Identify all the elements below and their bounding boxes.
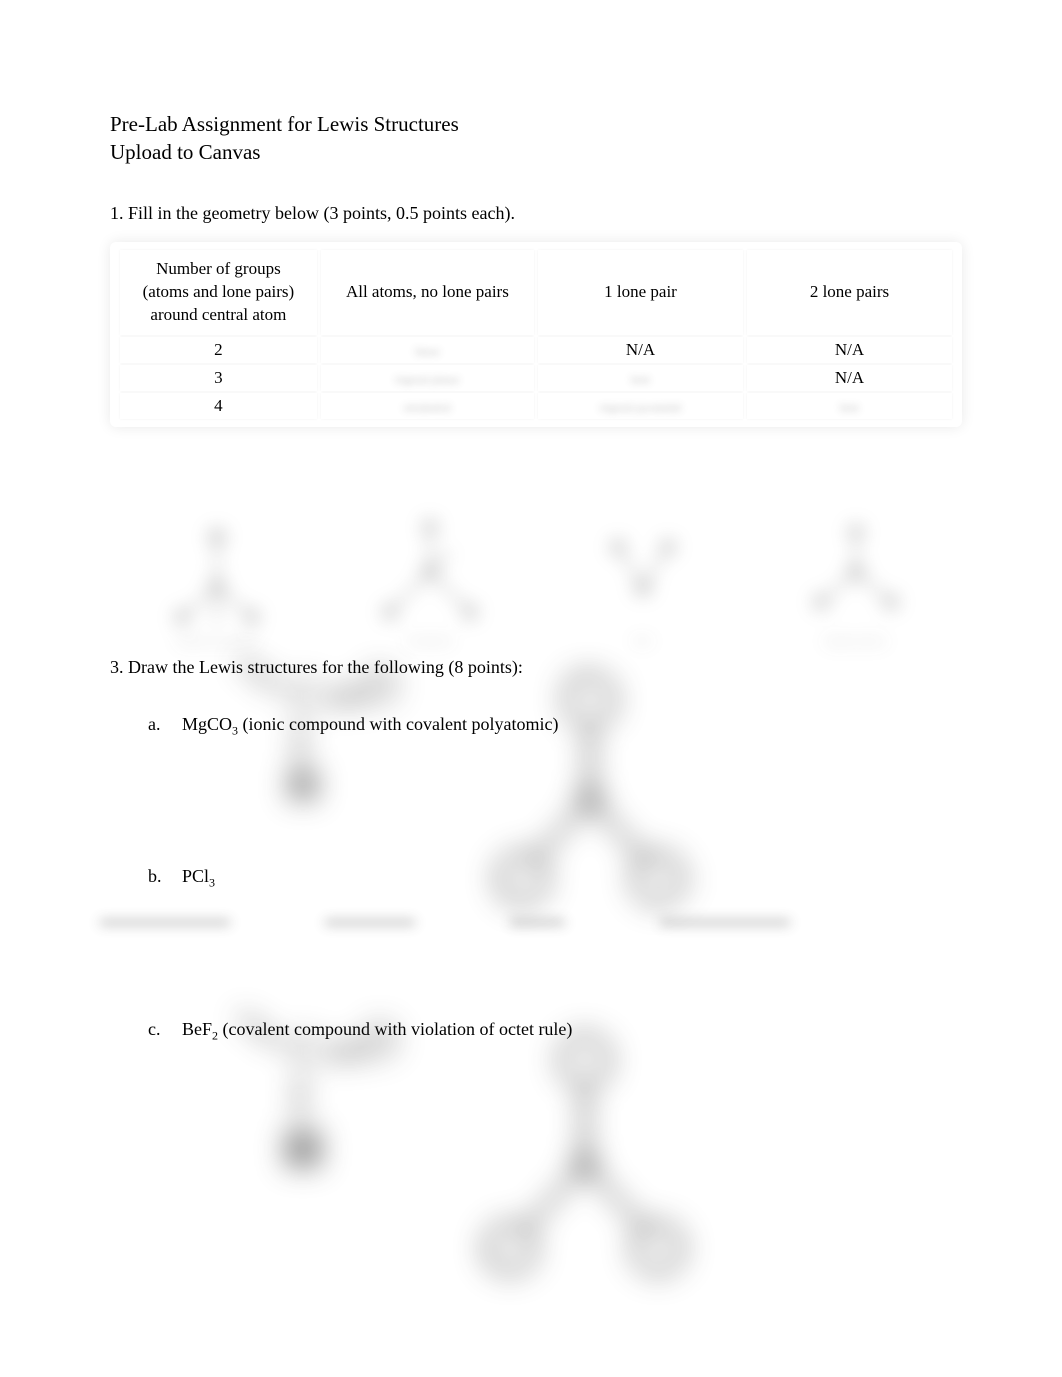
shape-trigonal-planar: trigonal planar	[781, 477, 931, 647]
cell-r1-c1: 2	[120, 337, 317, 363]
cell-r2-c1: 3	[120, 365, 317, 391]
cell-r2-c2: trigonal planar	[321, 365, 534, 391]
cell-r3-c2: tetrahedral	[321, 393, 534, 419]
shape-bent: bent	[568, 477, 718, 647]
item-b-label: b.	[148, 866, 164, 891]
page-title-line2: Upload to Canvas	[110, 138, 962, 166]
question-1: 1. Fill in the geometry below (3 points,…	[110, 203, 962, 224]
item-a-label: a.	[148, 714, 164, 739]
shape-trigonal-pyramidal: trigonal pyramidal	[142, 477, 292, 647]
item-b-sub: 3	[209, 876, 215, 890]
cell-r3-c1: 4	[120, 393, 317, 419]
blurred-structure-b2	[450, 1000, 750, 1320]
hidden-text: bent	[840, 402, 859, 414]
hidden-text: bent	[631, 374, 650, 386]
shape-label: trigonal planar	[823, 635, 887, 647]
page-title-line1: Pre-Lab Assignment for Lewis Structures	[110, 110, 962, 138]
header-col4: 2 lone pairs	[747, 250, 952, 335]
blurred-structure-a2: -	[470, 640, 750, 940]
table-row: 2 linear N/A N/A	[120, 337, 952, 363]
shape-tetrahedral: tetrahedral	[355, 477, 505, 647]
table-row: 3 trigonal planar bent N/A	[120, 365, 952, 391]
item-b-formula-pre: PCl	[182, 866, 209, 886]
geometry-table-wrap: Number of groups (atoms and lone pairs) …	[110, 242, 962, 427]
header-col2: All atoms, no lone pairs	[321, 250, 534, 335]
cell-r3-c4: bent	[747, 393, 952, 419]
item-b-text: PCl3	[182, 866, 215, 891]
cell-r2-c3: bent	[538, 365, 743, 391]
table-header-row: Number of groups (atoms and lone pairs) …	[120, 250, 952, 335]
hidden-text: trigonal pyramidal	[600, 402, 682, 414]
hidden-text: trigonal planar	[395, 374, 459, 386]
cell-r1-c2: linear	[321, 337, 534, 363]
header-col1-line1: Number of groups	[126, 258, 311, 281]
header-col1: Number of groups (atoms and lone pairs) …	[120, 250, 317, 335]
item-c-label: c.	[148, 1019, 164, 1044]
cell-r2-c4: N/A	[747, 365, 952, 391]
geometry-table: Number of groups (atoms and lone pairs) …	[116, 248, 956, 421]
cell-r1-c4: N/A	[747, 337, 952, 363]
header-col1-line2: (atoms and lone pairs)	[126, 281, 311, 304]
shapes-row: trigonal pyramidal tetrahedral bent	[110, 477, 962, 647]
blurred-structure-b1: C	[200, 985, 420, 1195]
cell-r1-c3: N/A	[538, 337, 743, 363]
blurred-divider	[100, 920, 790, 925]
hidden-text: tetrahedral	[404, 402, 451, 414]
cell-r3-c3: trigonal pyramidal	[538, 393, 743, 419]
header-col3: 1 lone pair	[538, 250, 743, 335]
blurred-structure-a1: C	[200, 630, 420, 810]
table-row: 4 tetrahedral trigonal pyramidal bent	[120, 393, 952, 419]
hidden-text: linear	[415, 346, 440, 358]
svg-text:-: -	[698, 871, 705, 893]
svg-text:C: C	[290, 1022, 323, 1073]
header-col1-line3: around central atom	[126, 304, 311, 327]
svg-text:C: C	[290, 667, 323, 718]
